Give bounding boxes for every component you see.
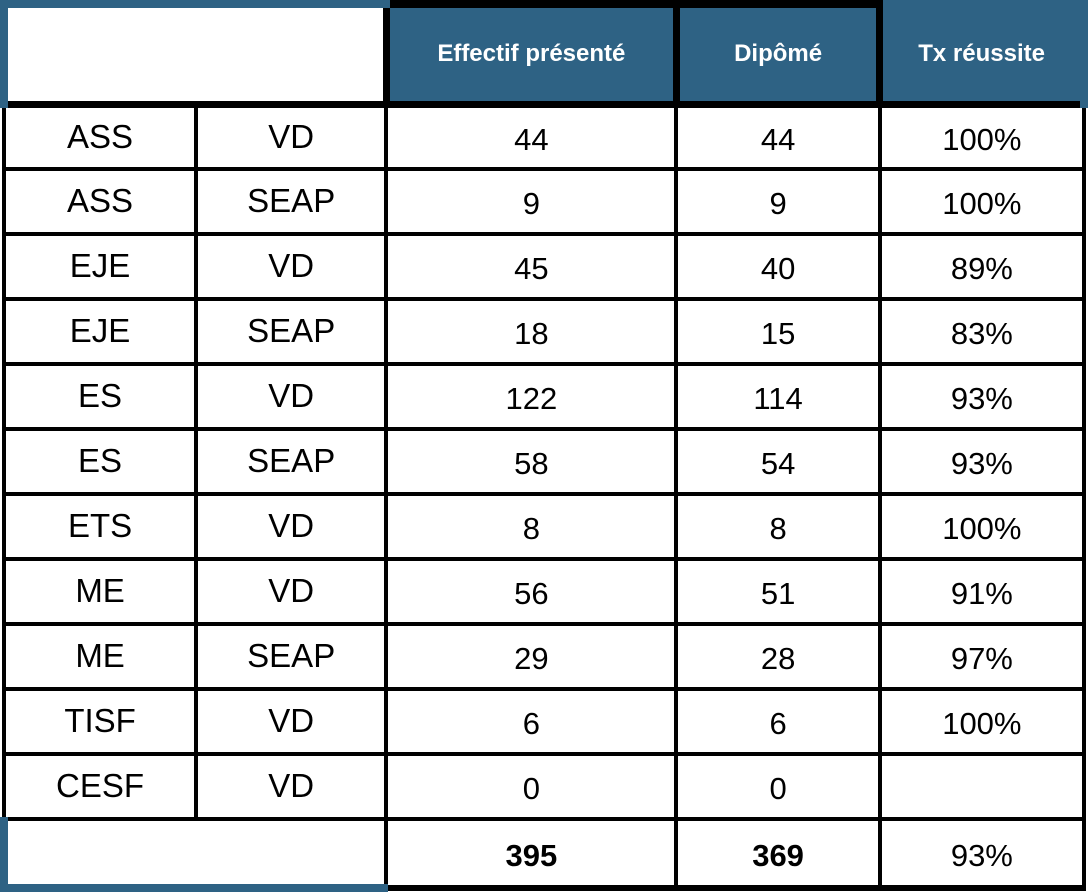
- graduated-cell: 44: [674, 102, 882, 171]
- rate-cell: 100%: [877, 102, 1087, 171]
- total-rate-cell: 93%: [877, 816, 1087, 892]
- total-blank-cell: [0, 816, 389, 892]
- rate-cell: 100%: [877, 686, 1087, 756]
- track-cell: VD: [194, 751, 389, 821]
- graduated-cell: 51: [674, 556, 882, 626]
- program-cell: TISF: [1, 686, 199, 756]
- table-row: ETS VD 8 8 100%: [1, 491, 1087, 561]
- program-cell: CESF: [1, 751, 199, 821]
- table-row: ME VD 56 51 91%: [1, 556, 1087, 626]
- presented-cell: 45: [384, 231, 679, 301]
- track-cell: VD: [194, 361, 389, 431]
- program-cell: EJE: [1, 296, 199, 366]
- track-cell: SEAP: [194, 166, 389, 236]
- table-row: ES SEAP 58 54 93%: [1, 426, 1087, 496]
- program-cell: ASS: [1, 102, 199, 171]
- graduated-cell: 40: [674, 231, 882, 301]
- header-blank-cell: [0, 0, 390, 108]
- track-cell: SEAP: [194, 296, 389, 366]
- presented-cell: 0: [384, 751, 679, 821]
- total-row: 395 369 93%: [0, 816, 1087, 892]
- total-graduated-cell: 369: [674, 816, 882, 892]
- total-presented-cell: 395: [384, 816, 679, 892]
- program-cell: ME: [1, 621, 199, 691]
- track-cell: VD: [194, 231, 389, 301]
- presented-cell: 122: [384, 361, 679, 431]
- rate-cell: 93%: [877, 426, 1087, 496]
- presented-cell: 9: [384, 166, 679, 236]
- presented-cell: 44: [384, 102, 679, 171]
- presented-cell: 6: [384, 686, 679, 756]
- rate-cell: 83%: [877, 296, 1087, 366]
- presented-cell: 18: [384, 296, 679, 366]
- track-cell: VD: [194, 491, 389, 561]
- rate-cell: [877, 751, 1087, 821]
- track-cell: SEAP: [194, 426, 389, 496]
- presented-cell: 58: [384, 426, 679, 496]
- table-row: ME SEAP 29 28 97%: [1, 621, 1087, 691]
- program-cell: ETS: [1, 491, 199, 561]
- graduated-cell: 15: [674, 296, 882, 366]
- graduated-cell: 0: [674, 751, 882, 821]
- table-row: ASS SEAP 9 9 100%: [1, 166, 1087, 236]
- table-row: ES VD 122 114 93%: [1, 361, 1087, 431]
- header-rate: Tx réussite: [876, 0, 1088, 108]
- header-row: Effectif présenté Dipômé Tx réussite: [0, 0, 1088, 108]
- header-presented: Effectif présenté: [382, 0, 680, 108]
- program-cell: EJE: [1, 231, 199, 301]
- graduated-cell: 28: [674, 621, 882, 691]
- program-cell: ME: [1, 556, 199, 626]
- table-row: EJE VD 45 40 89%: [1, 231, 1087, 301]
- rate-cell: 89%: [877, 231, 1087, 301]
- rate-cell: 93%: [877, 361, 1087, 431]
- track-cell: VD: [194, 102, 389, 171]
- table-row: EJE SEAP 18 15 83%: [1, 296, 1087, 366]
- rate-cell: 100%: [877, 491, 1087, 561]
- table-row: ASS VD 44 44 100%: [1, 102, 1087, 171]
- track-cell: VD: [194, 686, 389, 756]
- rate-cell: 97%: [877, 621, 1087, 691]
- presented-cell: 29: [384, 621, 679, 691]
- graduated-cell: 9: [674, 166, 882, 236]
- graduated-cell: 6: [674, 686, 882, 756]
- header-graduated: Dipômé: [672, 0, 884, 108]
- rate-cell: 91%: [877, 556, 1087, 626]
- program-cell: ES: [1, 426, 199, 496]
- program-cell: ES: [1, 361, 199, 431]
- presented-cell: 56: [384, 556, 679, 626]
- graduated-cell: 54: [674, 426, 882, 496]
- track-cell: SEAP: [194, 621, 389, 691]
- table-row: TISF VD 6 6 100%: [1, 686, 1087, 756]
- graduated-cell: 114: [674, 361, 882, 431]
- presented-cell: 8: [384, 491, 679, 561]
- program-cell: ASS: [1, 166, 199, 236]
- rate-cell: 100%: [877, 166, 1087, 236]
- track-cell: VD: [194, 556, 389, 626]
- graduated-cell: 8: [674, 491, 882, 561]
- table-row: CESF VD 0 0: [1, 751, 1087, 821]
